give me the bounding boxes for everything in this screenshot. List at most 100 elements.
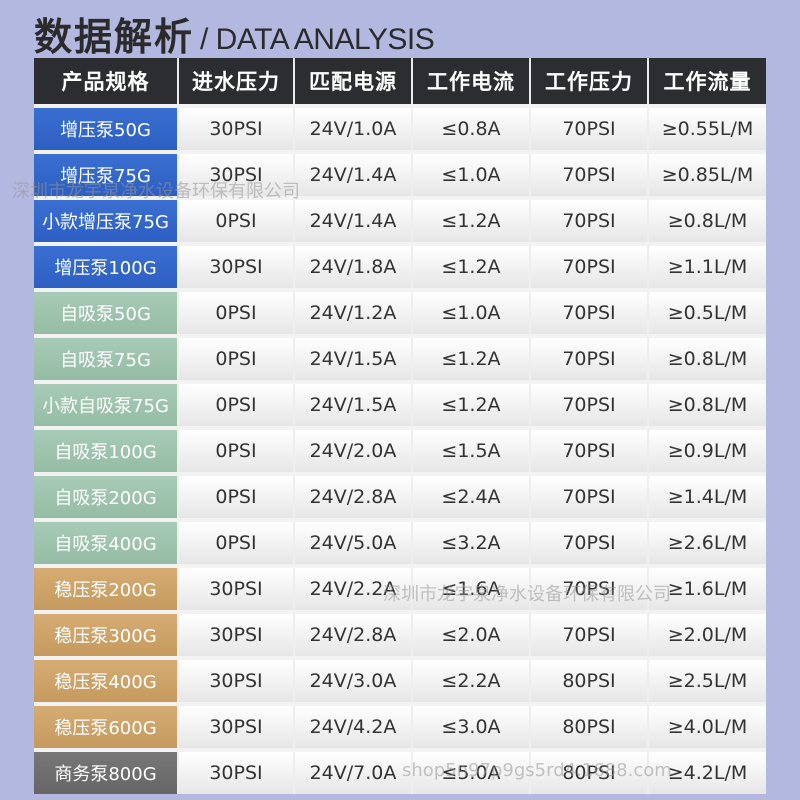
cell-working-current: ≤1.0A xyxy=(411,150,530,198)
cell-working-current: ≤1.2A xyxy=(411,334,530,382)
cell-working-current: ≤1.2A xyxy=(411,242,530,290)
cell-working-current: ≤3.0A xyxy=(411,702,530,750)
table-row: 小款自吸泵75G 0PSI 24V/1.5A ≤1.2A 70PSI ≥0.8L/M xyxy=(34,380,766,428)
cell-working-current: ≤2.2A xyxy=(411,656,530,704)
cell-product-spec: 自吸泵50G xyxy=(34,288,178,336)
cell-product-spec: 增压泵75G xyxy=(34,150,178,198)
header-working-pressure: 工作压力 xyxy=(529,58,648,106)
cell-working-pressure: 70PSI xyxy=(529,196,648,244)
table-row: 自吸泵200G 0PSI 24V/2.8A ≤2.4A 70PSI ≥1.4L/M xyxy=(34,472,766,520)
cell-working-pressure: 70PSI xyxy=(529,518,648,566)
cell-working-pressure: 80PSI xyxy=(529,748,648,794)
table-row: 自吸泵100G 0PSI 24V/2.0A ≤1.5A 70PSI ≥0.9L/M xyxy=(34,426,766,474)
cell-power-supply: 24V/2.8A xyxy=(293,472,412,520)
cell-working-current: ≤1.5A xyxy=(411,426,530,474)
table-row: 增压泵75G 30PSI 24V/1.4A ≤1.0A 70PSI ≥0.85L/M xyxy=(34,150,766,198)
cell-product-spec: 稳压泵300G xyxy=(34,610,178,658)
cell-working-pressure: 70PSI xyxy=(529,334,648,382)
table-row: 小款增压泵75G 0PSI 24V/1.4A ≤1.2A 70PSI ≥0.8L/M xyxy=(34,196,766,244)
cell-product-spec: 增压泵100G xyxy=(34,242,178,290)
cell-working-pressure: 70PSI xyxy=(529,564,648,612)
cell-inlet-pressure: 30PSI xyxy=(177,242,294,290)
cell-product-spec: 稳压泵400G xyxy=(34,656,178,704)
cell-working-flow: ≥4.0L/M xyxy=(647,702,766,750)
cell-working-pressure: 70PSI xyxy=(529,242,648,290)
cell-product-spec: 商务泵800G xyxy=(34,748,178,794)
table-header-row: 产品规格 进水压力 匹配电源 工作电流 工作压力 工作流量 xyxy=(34,58,766,106)
cell-inlet-pressure: 0PSI xyxy=(177,472,294,520)
cell-inlet-pressure: 30PSI xyxy=(177,656,294,704)
cell-working-flow: ≥0.8L/M xyxy=(647,380,766,428)
cell-inlet-pressure: 0PSI xyxy=(177,518,294,566)
header-working-current: 工作电流 xyxy=(411,58,530,106)
cell-working-current: ≤3.2A xyxy=(411,518,530,566)
cell-product-spec: 自吸泵400G xyxy=(34,518,178,566)
table-row: 商务泵800G 30PSI 24V/7.0A ≤5.0A 80PSI ≥4.2L/M xyxy=(34,748,766,794)
cell-product-spec: 增压泵50G xyxy=(34,104,178,152)
cell-working-flow: ≥0.85L/M xyxy=(647,150,766,198)
cell-product-spec: 稳压泵200G xyxy=(34,564,178,612)
cell-power-supply: 24V/1.8A xyxy=(293,242,412,290)
cell-working-flow: ≥2.5L/M xyxy=(647,656,766,704)
header-power-supply: 匹配电源 xyxy=(293,58,412,106)
cell-working-pressure: 70PSI xyxy=(529,288,648,336)
header-product-spec: 产品规格 xyxy=(34,58,178,106)
cell-inlet-pressure: 30PSI xyxy=(177,104,294,152)
cell-power-supply: 24V/1.5A xyxy=(293,334,412,382)
cell-working-pressure: 80PSI xyxy=(529,656,648,704)
cell-inlet-pressure: 30PSI xyxy=(177,610,294,658)
cell-power-supply: 24V/7.0A xyxy=(293,748,412,794)
table-row: 稳压泵400G 30PSI 24V/3.0A ≤2.2A 80PSI ≥2.5L/M xyxy=(34,656,766,704)
table-row: 增压泵50G 30PSI 24V/1.0A ≤0.8A 70PSI ≥0.55L/M xyxy=(34,104,766,152)
cell-working-pressure: 80PSI xyxy=(529,702,648,750)
cell-working-pressure: 70PSI xyxy=(529,472,648,520)
table-row: 稳压泵600G 30PSI 24V/4.2A ≤3.0A 80PSI ≥4.0L/M xyxy=(34,702,766,750)
cell-working-flow: ≥2.0L/M xyxy=(647,610,766,658)
header-inlet-pressure: 进水压力 xyxy=(177,58,294,106)
table-row: 自吸泵50G 0PSI 24V/1.2A ≤1.0A 70PSI ≥0.5L/M xyxy=(34,288,766,336)
cell-working-flow: ≥0.5L/M xyxy=(647,288,766,336)
cell-product-spec: 小款增压泵75G xyxy=(34,196,178,244)
cell-working-flow: ≥1.6L/M xyxy=(647,564,766,612)
cell-inlet-pressure: 0PSI xyxy=(177,334,294,382)
table-row: 稳压泵200G 30PSI 24V/2.2A ≤1.6A 70PSI ≥1.6L/M xyxy=(34,564,766,612)
cell-inlet-pressure: 30PSI xyxy=(177,564,294,612)
cell-power-supply: 24V/2.2A xyxy=(293,564,412,612)
cell-inlet-pressure: 30PSI xyxy=(177,150,294,198)
cell-product-spec: 自吸泵75G xyxy=(34,334,178,382)
header-working-flow: 工作流量 xyxy=(647,58,766,106)
page-title: 数据解析 / DATA ANALYSIS xyxy=(34,6,435,60)
cell-product-spec: 稳压泵600G xyxy=(34,702,178,750)
cell-working-current: ≤2.4A xyxy=(411,472,530,520)
cell-power-supply: 24V/2.0A xyxy=(293,426,412,474)
cell-working-current: ≤1.6A xyxy=(411,564,530,612)
cell-inlet-pressure: 0PSI xyxy=(177,288,294,336)
cell-working-flow: ≥1.1L/M xyxy=(647,242,766,290)
cell-power-supply: 24V/3.0A xyxy=(293,656,412,704)
cell-working-flow: ≥0.9L/M xyxy=(647,426,766,474)
table-row: 稳压泵300G 30PSI 24V/2.8A ≤2.0A 70PSI ≥2.0L/M xyxy=(34,610,766,658)
cell-working-flow: ≥0.55L/M xyxy=(647,104,766,152)
spec-table: 产品规格 进水压力 匹配电源 工作电流 工作压力 工作流量 增压泵50G 30PS… xyxy=(34,58,766,794)
title-zh: 数据解析 xyxy=(34,15,195,59)
cell-working-pressure: 70PSI xyxy=(529,426,648,474)
cell-working-current: ≤2.0A xyxy=(411,610,530,658)
table-row: 自吸泵75G 0PSI 24V/1.5A ≤1.2A 70PSI ≥0.8L/M xyxy=(34,334,766,382)
cell-working-flow: ≥0.8L/M xyxy=(647,196,766,244)
cell-power-supply: 24V/1.4A xyxy=(293,150,412,198)
cell-product-spec: 小款自吸泵75G xyxy=(34,380,178,428)
cell-working-pressure: 70PSI xyxy=(529,610,648,658)
cell-working-pressure: 70PSI xyxy=(529,104,648,152)
cell-working-flow: ≥4.2L/M xyxy=(647,748,766,794)
cell-power-supply: 24V/1.0A xyxy=(293,104,412,152)
title-en: / DATA ANALYSIS xyxy=(200,23,435,56)
cell-power-supply: 24V/2.8A xyxy=(293,610,412,658)
cell-working-current: ≤0.8A xyxy=(411,104,530,152)
cell-working-current: ≤5.0A xyxy=(411,748,530,794)
table-row: 增压泵100G 30PSI 24V/1.8A ≤1.2A 70PSI ≥1.1L/M xyxy=(34,242,766,290)
cell-product-spec: 自吸泵100G xyxy=(34,426,178,474)
cell-working-current: ≤1.2A xyxy=(411,196,530,244)
table-row: 自吸泵400G 0PSI 24V/5.0A ≤3.2A 70PSI ≥2.6L/M xyxy=(34,518,766,566)
cell-power-supply: 24V/1.5A xyxy=(293,380,412,428)
cell-inlet-pressure: 30PSI xyxy=(177,748,294,794)
